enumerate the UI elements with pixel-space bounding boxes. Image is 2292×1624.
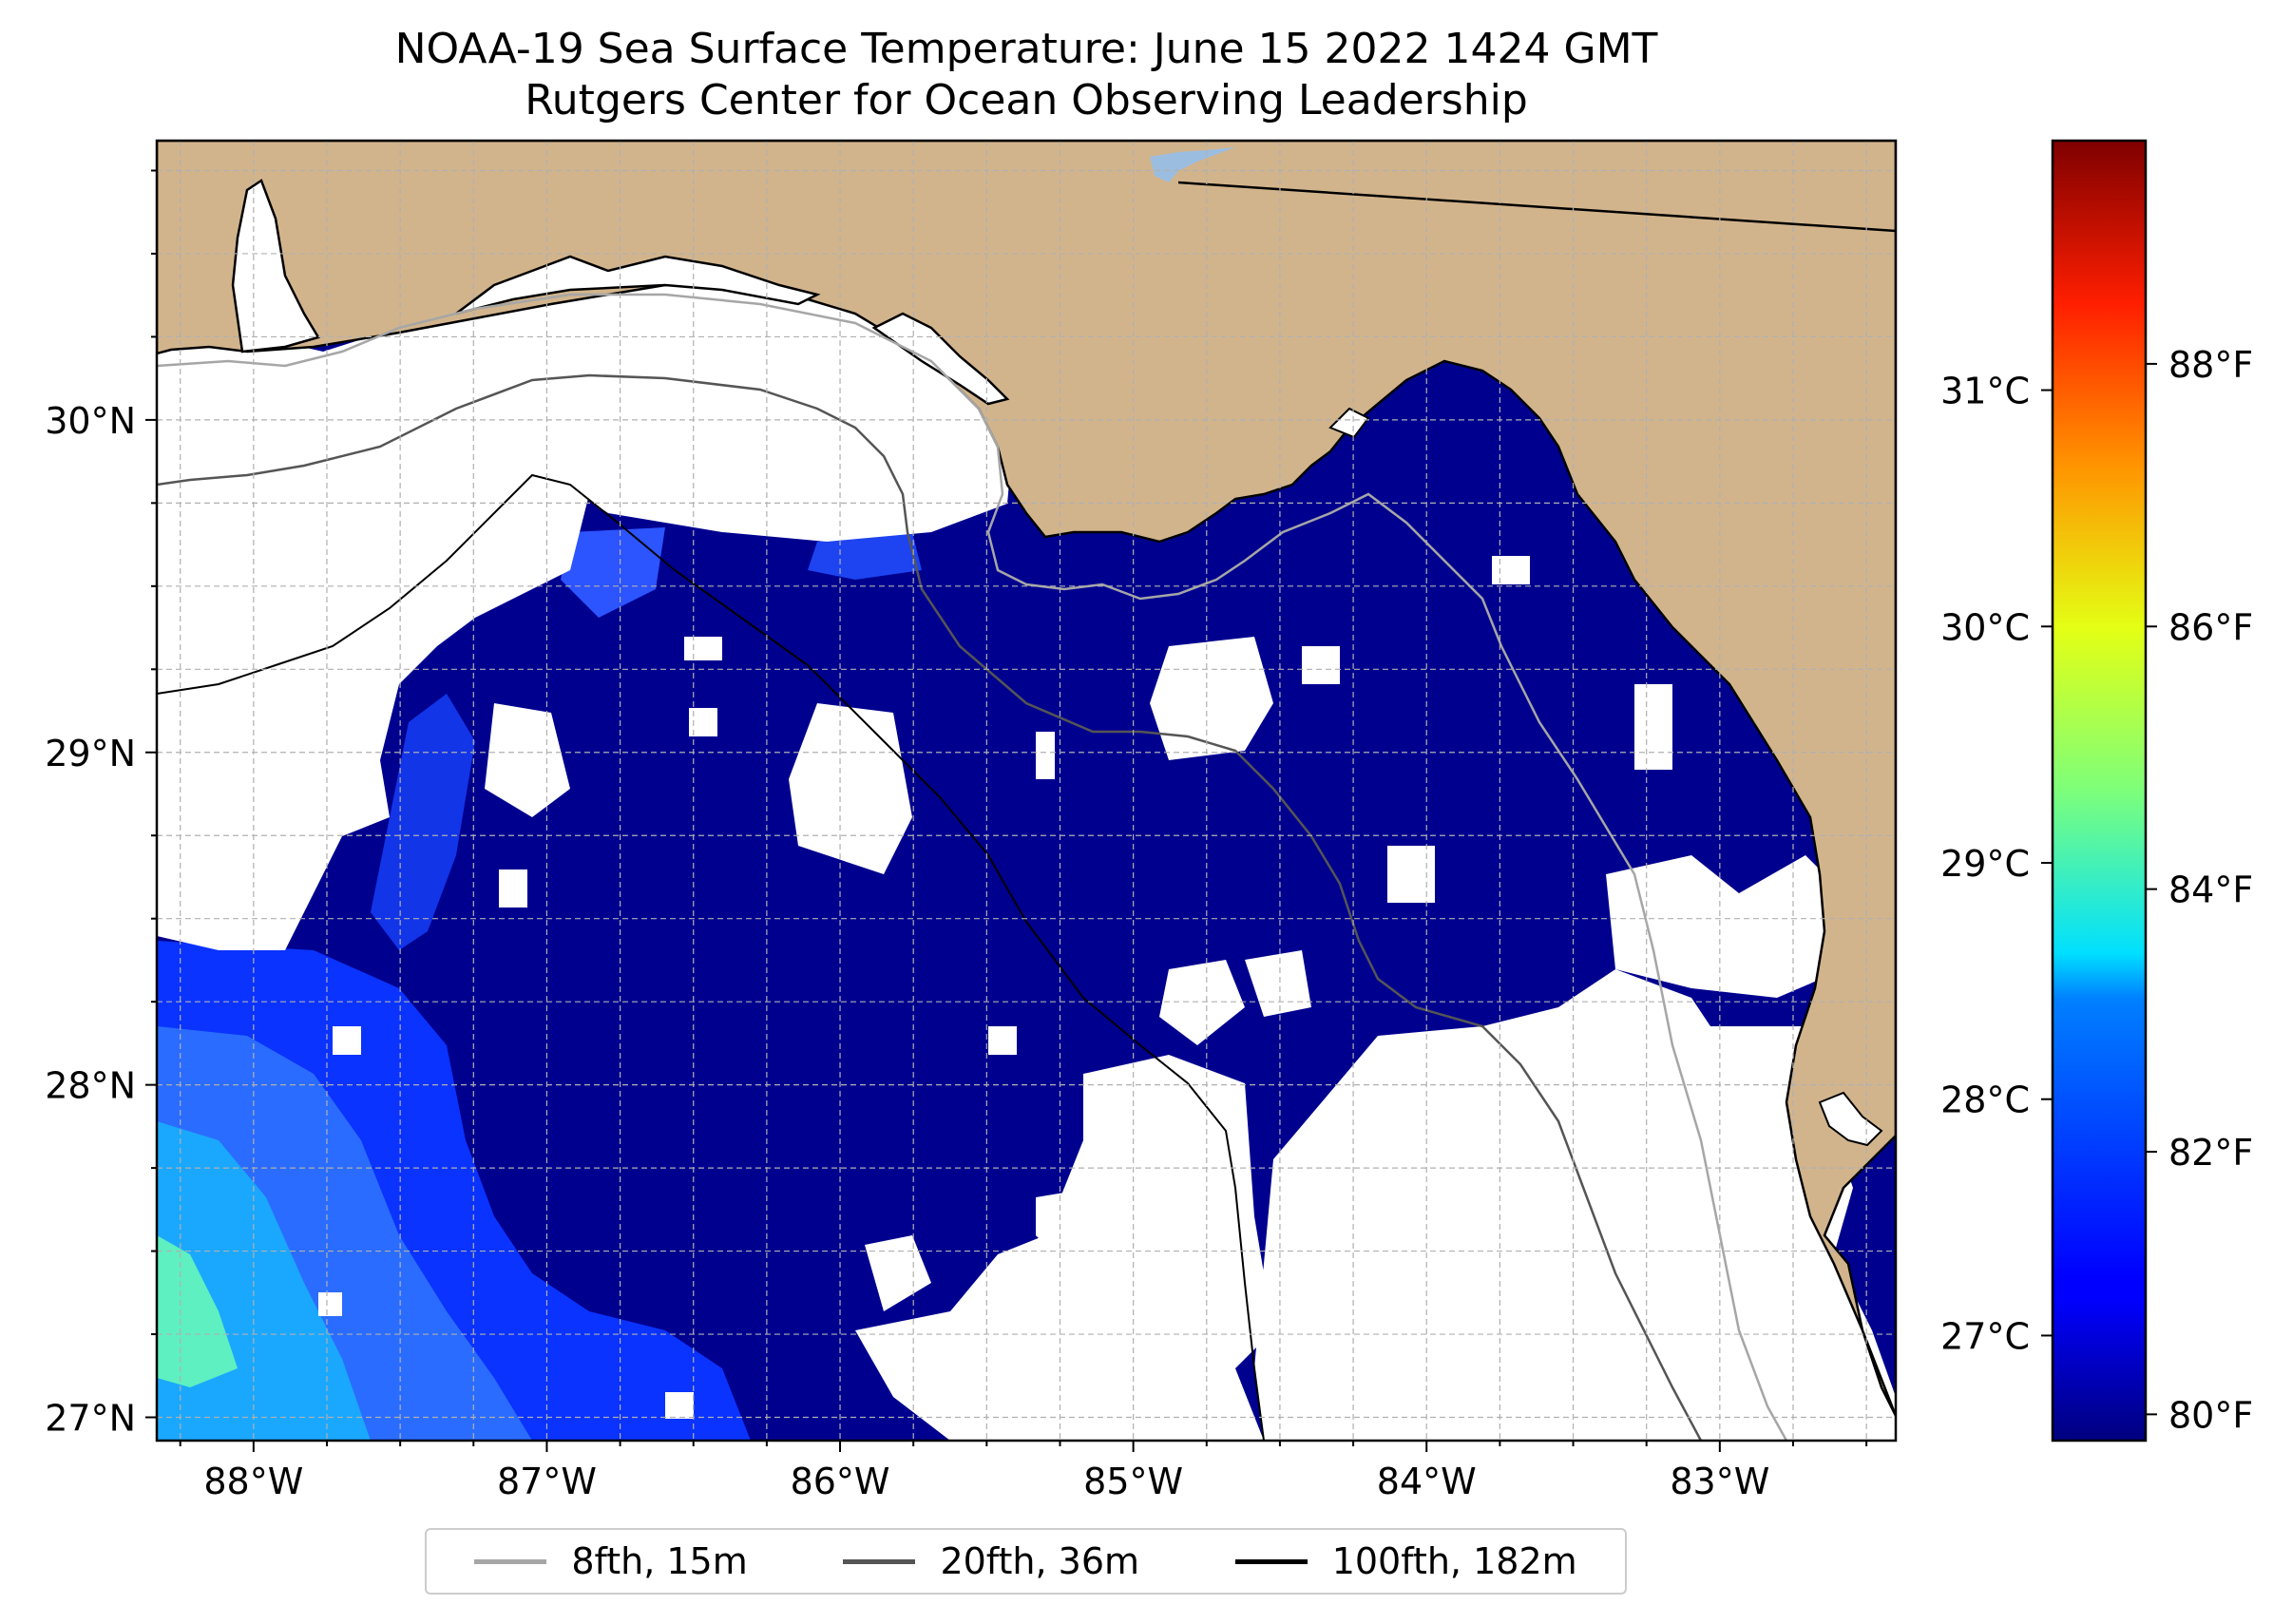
map-area <box>157 141 1896 1441</box>
lat-tick-label: 27°N <box>45 1398 136 1440</box>
warm-water-patch <box>157 527 922 1441</box>
big-bend-inlet <box>1328 407 1370 439</box>
legend-swatch-36m <box>843 1558 916 1564</box>
isobath-legend: 8fth, 15m 20fth, 36m 100fth, 182m <box>425 1528 1627 1595</box>
lon-tick-label: 85°W <box>1083 1461 1183 1502</box>
map-subtitle: Rutgers Center for Ocean Observing Leade… <box>525 76 1528 124</box>
colorbar-f-label: 84°F <box>2168 869 2253 911</box>
legend-item-36m: 20fth, 36m <box>843 1540 1139 1582</box>
latitude-axis: 27°N 28°N 29°N 30°N <box>45 169 157 1440</box>
lon-tick-label: 86°W <box>791 1461 890 1502</box>
lat-tick-label: 29°N <box>45 733 136 774</box>
legend-label-182m: 100fth, 182m <box>1331 1540 1577 1582</box>
map-frame <box>155 139 1898 1442</box>
colorbar-c-label: 31°C <box>1940 371 2030 412</box>
legend-swatch-182m <box>1234 1558 1308 1564</box>
map-gridlines <box>157 141 1896 1441</box>
lon-tick-label: 87°W <box>497 1461 597 1502</box>
colorbar-c-label: 28°C <box>1940 1079 2030 1121</box>
lon-tick-label: 84°W <box>1377 1461 1477 1502</box>
colorbar-f-label: 82°F <box>2168 1132 2253 1174</box>
isobath-182m <box>157 473 1265 1441</box>
colorbar-f-label: 80°F <box>2168 1394 2253 1436</box>
legend-item-182m: 100fth, 182m <box>1234 1540 1577 1582</box>
lat-tick-label: 30°N <box>45 400 136 442</box>
colorbar-c-label: 29°C <box>1940 843 2030 885</box>
colorbar-f-label: 88°F <box>2168 344 2253 386</box>
lon-tick-label: 88°W <box>203 1461 303 1502</box>
choctawhatchee-bay <box>871 312 1010 406</box>
colorbar <box>2051 139 2148 1442</box>
legend-label-36m: 20fth, 36m <box>940 1540 1140 1582</box>
lon-tick-label: 83°W <box>1670 1461 1769 1502</box>
colorbar-f-label: 86°F <box>2168 606 2253 648</box>
lake-seminole <box>1150 147 1235 182</box>
colorbar-axis: 88°F 86°F 84°F 82°F 80°F 31°C 30°C 29°C 28°C 27°C <box>1940 344 2253 1436</box>
panhandle-bays <box>455 255 821 315</box>
legend-label-15m: 8fth, 15m <box>571 1540 748 1582</box>
colorbar-c-label: 30°C <box>1940 606 2030 648</box>
state-boundary <box>1177 181 1896 233</box>
isobath-36m <box>157 373 1703 1441</box>
colorbar-c-label: 27°C <box>1940 1315 2030 1357</box>
isobath-15m <box>157 293 1788 1441</box>
map-title: NOAA-19 Sea Surface Temperature: June 15… <box>394 25 1658 73</box>
cloud-mask <box>157 285 1896 1441</box>
legend-swatch-15m <box>474 1558 547 1564</box>
longitude-axis: 88°W 87°W 86°W 85°W 84°W 83°W <box>179 1441 1868 1502</box>
legend-item-15m: 8fth, 15m <box>474 1540 748 1582</box>
lat-tick-label: 28°N <box>45 1065 136 1107</box>
